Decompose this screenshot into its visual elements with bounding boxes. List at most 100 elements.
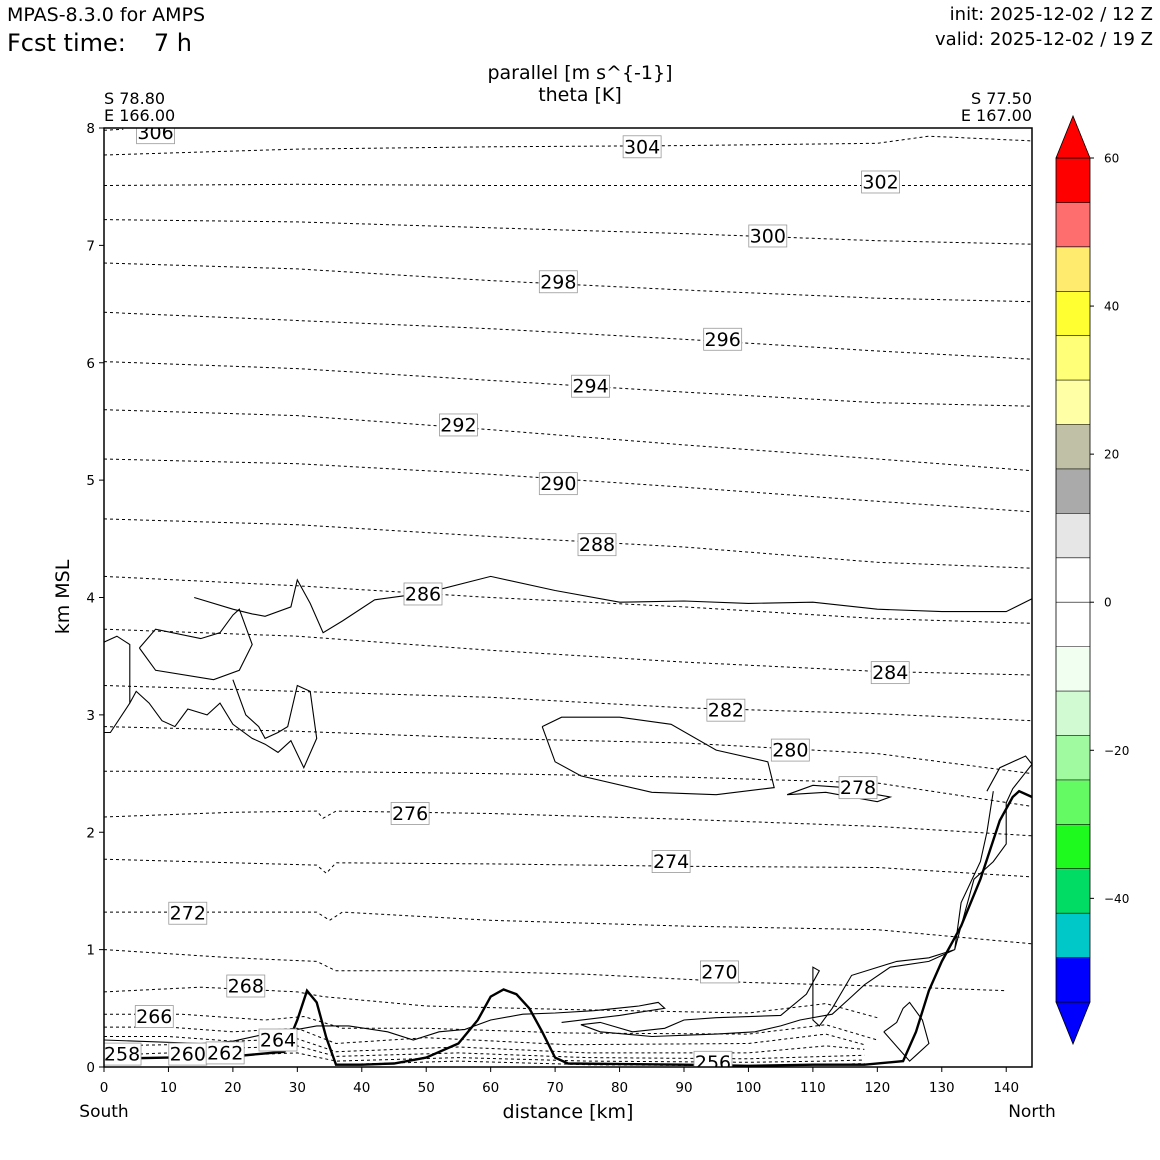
theta-contour-298 [104,262,1032,303]
theta-label-text: 268 [228,976,264,998]
theta-contour-276 [104,810,1032,837]
x-tick-label: 50 [418,1080,435,1096]
y-tick-label: 4 [86,591,95,607]
colorbar-tick-label: 0 [1104,596,1112,610]
theta-contour-266 [104,1013,878,1041]
theta-contour-288 [104,518,1032,569]
y-tick-label: 3 [86,708,95,724]
colorbar-swatch [1056,779,1090,825]
theta-label-258: 258 [104,1042,142,1066]
theta-label-296: 296 [703,327,743,351]
theta-label-text: 284 [872,662,908,684]
colorbar-swatch [1056,646,1090,692]
theta-label-text: 302 [862,171,898,193]
theta-label-282: 282 [706,698,746,722]
wind-contour [883,1001,930,1062]
x-tick-label: 130 [929,1080,955,1096]
theta-label-272: 272 [168,901,208,925]
x-tick-label: 30 [289,1080,306,1096]
colorbar-tick-label: −40 [1104,892,1129,906]
theta-label-298: 298 [538,270,578,293]
x-tick-label: 140 [993,1080,1019,1096]
wind-contour [138,608,253,681]
plot-frame [103,127,1033,1068]
theta-label-280: 280 [770,738,810,762]
x-tick-label: 40 [353,1080,370,1096]
left-longitude: E 166.00 [104,106,175,125]
theta-label-text: 264 [260,1030,296,1052]
colorbar-swatch [1056,380,1090,426]
colorbar-max-extension [1055,114,1091,159]
forecast-time-label: Fcst time: [7,29,126,57]
theta-contour-274 [104,858,1032,878]
chart-subtitle: theta [K] [538,84,622,106]
colorbar-swatch [1056,158,1090,203]
colorbar-swatch [1056,424,1090,470]
x-axis: 0 10 20 30 40 50 60 70 80 90 100 110 120 130 140 [100,1067,1019,1096]
forecast-time-value: 7 h [153,29,192,57]
colorbar-swatch [1056,246,1090,292]
theta-label-288: 288 [577,533,617,556]
colorbar-swatch [1056,868,1090,914]
theta-label-286: 286 [403,582,443,605]
plot-area: 256 258 260 262 264 266 268 270 272 274 276 278 280 2… [104,122,1032,1074]
y-axis: 0 1 2 3 4 5 6 7 8 [86,121,104,1076]
theta-label-text: 282 [708,700,744,722]
x-tick-label: 90 [675,1080,692,1096]
wind-contour [194,575,1032,634]
theta-label-276: 276 [390,802,430,825]
theta-contour-296 [104,311,1032,360]
theta-label-text: 306 [137,122,173,144]
theta-contour-272 [104,911,1032,945]
left-latitude: S 78.80 [104,89,165,108]
wind-contour [104,635,131,734]
theta-contour-264 [104,1026,865,1046]
colorbar-swatch [1056,913,1090,959]
colorbar-swatch [1056,824,1090,870]
theta-label-266: 266 [134,1005,174,1028]
theta-label-text: 256 [695,1052,731,1074]
theta-label-text: 260 [170,1044,206,1066]
x-tick-label: 10 [160,1080,177,1096]
theta-label-292: 292 [439,413,478,436]
right-longitude: E 167.00 [961,106,1032,125]
theta-label-text: 276 [392,803,428,825]
theta-label-260: 260 [168,1042,208,1066]
theta-label-text: 258 [104,1044,140,1066]
theta-label-text: 294 [572,376,608,398]
theta-label-274: 274 [651,850,691,873]
theta-label-text: 278 [840,777,876,799]
wind-contour [580,755,1032,1038]
theta-label-264: 264 [258,1028,298,1052]
theta-contour-286 [104,575,1032,624]
theta-label-text: 266 [136,1006,172,1028]
x-tick-label: 120 [864,1080,890,1096]
colorbar-swatch [1056,291,1090,337]
theta-contour-278 [104,770,1032,807]
x-tick-label: 0 [100,1080,109,1096]
x-tick-label: 80 [611,1080,628,1096]
colorbar-swatch [1056,513,1090,559]
y-tick-label: 7 [86,238,95,254]
colorbar-swatch [1056,735,1090,781]
x-tick-label: 60 [482,1080,499,1096]
theta-label-text: 274 [653,851,689,873]
colorbar-swatch [1056,557,1090,603]
theta-contour-280 [104,726,1032,775]
theta-contour-302 [104,183,1032,186]
theta-label-text: 290 [540,473,576,495]
y-tick-label: 1 [86,943,95,959]
colorbar-min-extension [1055,1001,1091,1046]
terrain-fill [104,791,1032,1067]
y-tick-label: 6 [86,356,95,372]
wind-contour [786,784,893,803]
colorbar-tick-label: 20 [1104,448,1119,462]
theta-label-text: 272 [170,903,206,925]
y-tick-label: 5 [86,473,95,489]
theta-contour-294 [104,361,1032,407]
theta-label-text: 262 [207,1042,243,1064]
south-label: South [79,1102,128,1122]
theta-contour-304 [104,135,1032,156]
x-tick-label: 110 [800,1080,826,1096]
